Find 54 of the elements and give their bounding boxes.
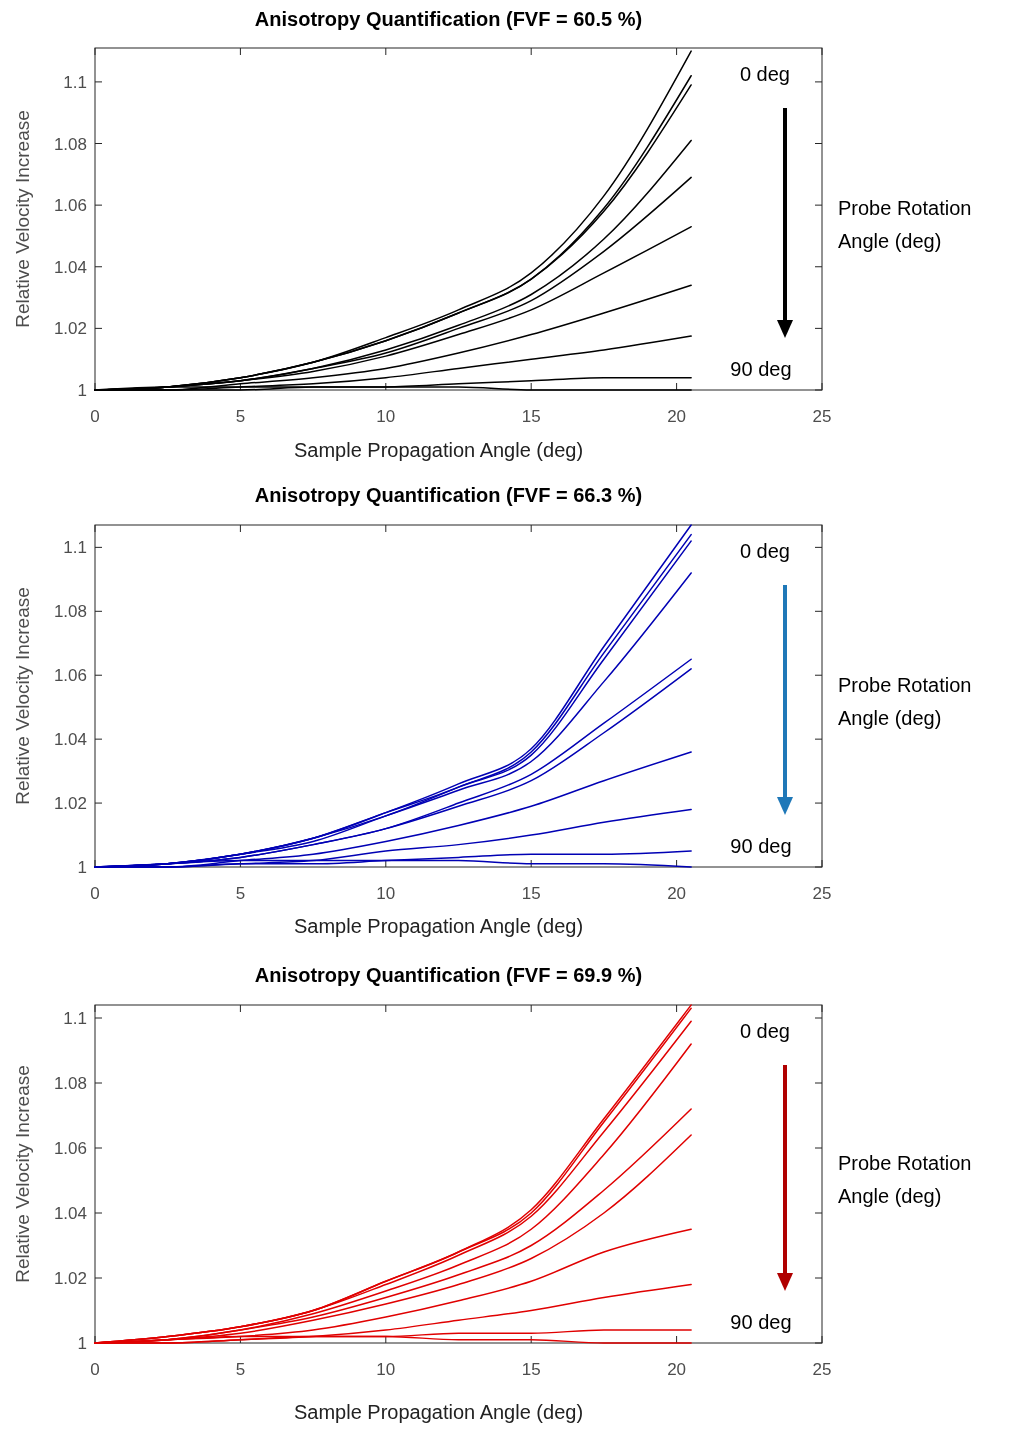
y-axis-title: Relative Velocity Increase <box>12 110 33 328</box>
x-axis-title: Sample Propagation Angle (deg) <box>293 439 584 461</box>
y-tick-label: 1.08 <box>53 602 87 622</box>
y-tick-label: 1.04 <box>53 257 87 277</box>
text: Probe Rotation Angle (deg) <box>838 1152 972 1207</box>
x-tick-label: 10 <box>376 884 396 903</box>
annotation: 90 deg <box>730 835 792 857</box>
x-tick-label: 5 <box>235 884 246 903</box>
annotation: 0 deg <box>739 63 790 85</box>
annotation: 90 deg <box>730 1311 792 1333</box>
y-tick-label: 1 <box>77 1334 87 1353</box>
y-tick-label: 1.06 <box>53 666 87 686</box>
chart-title: Anisotropy Quantification (FVF = 66.3 %) <box>254 484 643 506</box>
y-tick-label: 1.02 <box>53 319 87 339</box>
annotation: 0 deg <box>739 540 790 562</box>
y-axis-title: Relative Velocity Increase <box>12 1065 33 1283</box>
x-tick-label: 10 <box>376 407 396 426</box>
x-tick-label: 5 <box>235 407 246 426</box>
x-tick-label: 10 <box>376 1360 396 1379</box>
annotation: 90 deg <box>730 358 792 380</box>
y-axis-title: Relative Velocity Increase <box>12 587 33 805</box>
y-tick-label: 1.02 <box>53 1269 87 1288</box>
y-tick-label: 1.1 <box>63 538 87 558</box>
x-tick-label: 15 <box>521 407 541 426</box>
y-tick-label: 1.04 <box>53 1204 87 1223</box>
x-tick-label: 0 <box>90 1360 100 1379</box>
x-tick-label: 15 <box>521 1360 541 1379</box>
y-tick-label: 1.08 <box>53 134 87 154</box>
text: Probe Rotation Angle (deg) <box>838 674 972 729</box>
text: Probe Rotation Angle (deg) <box>838 197 972 252</box>
x-tick-label: 15 <box>521 884 541 903</box>
y-tick-label: 1.1 <box>63 72 87 92</box>
x-tick-label: 0 <box>90 884 100 903</box>
x-tick-label: 20 <box>667 884 687 903</box>
x-tick-label: 20 <box>667 407 687 426</box>
y-tick-label: 1.08 <box>53 1074 87 1093</box>
chart-title: Anisotropy Quantification (FVF = 60.5 %) <box>254 8 643 30</box>
x-tick-label: 25 <box>812 407 832 426</box>
y-tick-label: 1.06 <box>53 196 87 216</box>
y-tick-label: 1.1 <box>63 1009 87 1028</box>
x-axis-title: Sample Propagation Angle (deg) <box>293 1401 584 1423</box>
x-tick-label: 25 <box>812 884 832 903</box>
x-tick-label: 0 <box>90 407 100 426</box>
y-tick-label: 1.04 <box>53 730 87 750</box>
x-tick-label: 25 <box>812 1360 832 1379</box>
annotation: 0 deg <box>739 1020 790 1042</box>
x-tick-label: 5 <box>235 1360 246 1379</box>
y-tick-label: 1.06 <box>53 1139 87 1158</box>
y-tick-label: 1.02 <box>53 794 87 814</box>
y-tick-label: 1 <box>77 381 87 400</box>
x-tick-label: 20 <box>667 1360 687 1379</box>
chart-title: Anisotropy Quantification (FVF = 69.9 %) <box>254 964 643 986</box>
y-tick-label: 1 <box>77 858 87 877</box>
x-axis-title: Sample Propagation Angle (deg) <box>293 915 584 937</box>
